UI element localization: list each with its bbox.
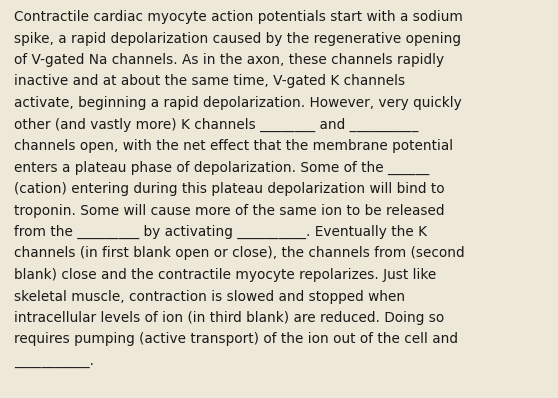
Text: intracellular levels of ion (in third blank) are reduced. Doing so: intracellular levels of ion (in third bl…: [14, 311, 444, 325]
Text: channels (in first blank open or close), the channels from (second: channels (in first blank open or close),…: [14, 246, 465, 261]
Text: (cation) entering during this plateau depolarization will bind to: (cation) entering during this plateau de…: [14, 182, 445, 196]
Text: spike, a rapid depolarization caused by the regenerative opening: spike, a rapid depolarization caused by …: [14, 31, 461, 45]
Text: blank) close and the contractile myocyte repolarizes. Just like: blank) close and the contractile myocyte…: [14, 268, 436, 282]
Text: requires pumping (active transport) of the ion out of the cell and: requires pumping (active transport) of t…: [14, 332, 458, 347]
Text: ___________.: ___________.: [14, 354, 94, 368]
Text: troponin. Some will cause more of the same ion to be released: troponin. Some will cause more of the sa…: [14, 203, 445, 217]
Text: inactive and at about the same time, V-gated K channels: inactive and at about the same time, V-g…: [14, 74, 405, 88]
Text: from the _________ by activating __________. Eventually the K: from the _________ by activating _______…: [14, 225, 427, 239]
Text: skeletal muscle, contraction is slowed and stopped when: skeletal muscle, contraction is slowed a…: [14, 289, 405, 304]
Text: of V-gated Na channels. As in the axon, these channels rapidly: of V-gated Na channels. As in the axon, …: [14, 53, 444, 67]
Text: Contractile cardiac myocyte action potentials start with a sodium: Contractile cardiac myocyte action poten…: [14, 10, 463, 24]
Text: channels open, with the net effect that the membrane potential: channels open, with the net effect that …: [14, 139, 453, 153]
Text: enters a plateau phase of depolarization. Some of the ______: enters a plateau phase of depolarization…: [14, 160, 429, 175]
Text: activate, beginning a rapid depolarization. However, very quickly: activate, beginning a rapid depolarizati…: [14, 96, 462, 110]
Text: other (and vastly more) K channels ________ and __________: other (and vastly more) K channels _____…: [14, 117, 418, 132]
